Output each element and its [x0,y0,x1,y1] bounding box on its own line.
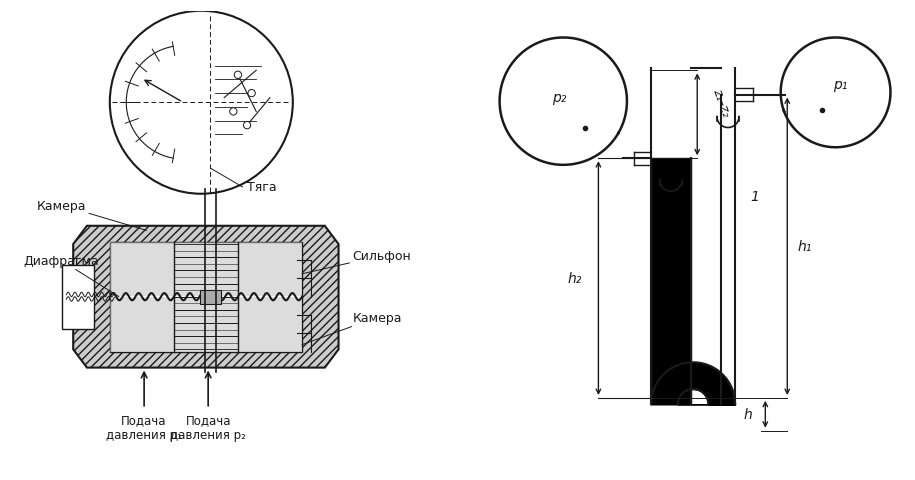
Text: z₁–z₂: z₁–z₂ [710,86,733,118]
Bar [110,242,302,297]
Text: Сильфон: Сильфон [302,250,411,274]
Text: Диафрагма: Диафрагма [23,254,119,297]
Bar [110,298,302,352]
Text: 1: 1 [750,190,759,204]
Text: Подача
давления р₁: Подача давления р₁ [106,413,182,442]
Text: Тяга: Тяга [247,181,276,194]
Text: Камера: Камера [302,311,402,345]
Circle shape [248,90,255,97]
Circle shape [230,108,237,116]
Bar [110,242,302,352]
Text: h: h [743,408,752,421]
Circle shape [234,72,242,79]
Text: Подача
давления р₂: Подача давления р₂ [170,413,246,442]
Text: Камера: Камера [37,199,146,231]
Text: h₁: h₁ [798,240,812,254]
Polygon shape [73,226,339,368]
Text: h₂: h₂ [567,272,581,286]
Text: p₁: p₁ [833,77,847,91]
Bar [200,290,221,304]
Circle shape [243,122,251,130]
Circle shape [110,12,293,194]
Bar [62,265,94,329]
Text: p₂: p₂ [552,91,566,105]
